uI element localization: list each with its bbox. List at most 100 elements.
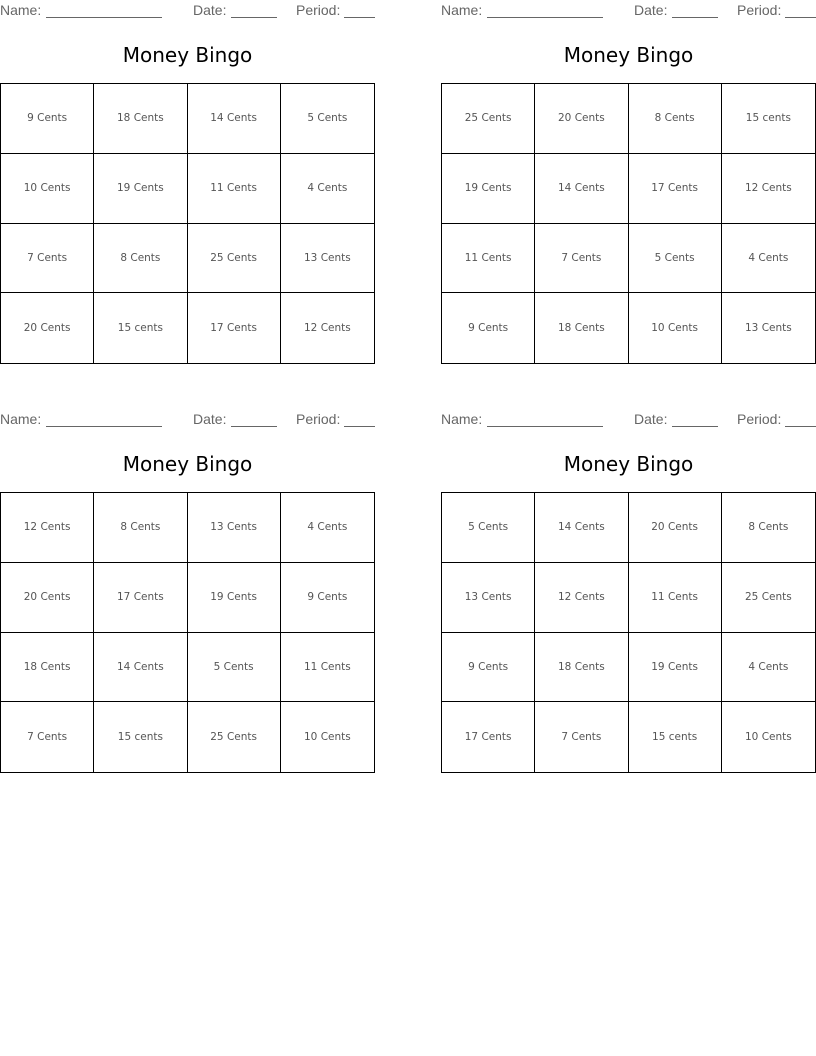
bingo-cell: 9 Cents: [442, 632, 536, 703]
bingo-cell: 18 Cents: [94, 84, 188, 154]
bingo-cell: 10 Cents: [745, 731, 792, 744]
name-blank: [487, 17, 603, 18]
period-blank: [785, 426, 816, 427]
bingo-cell: 19 Cents: [187, 562, 281, 633]
bingo-cell: 20 Cents: [1, 562, 95, 633]
bingo-cell: 13 Cents: [442, 562, 536, 633]
bingo-cell: 11 Cents: [187, 153, 281, 224]
bingo-cell: 25 Cents: [188, 702, 281, 772]
date-blank: [672, 426, 718, 427]
name-label: Name:: [0, 2, 42, 18]
bingo-grid: 9 Cents 18 Cents 14 Cents 5 Cents 10 Cents 19…: [0, 83, 375, 364]
bingo-cell: 5 Cents: [280, 84, 374, 154]
bingo-cell: 7 Cents: [535, 702, 629, 772]
period-blank: [785, 17, 816, 18]
bingo-cell: 25 Cents: [187, 223, 281, 294]
bingo-cell: 20 Cents: [535, 84, 629, 154]
bingo-cell: 14 Cents: [535, 493, 629, 563]
bingo-cell: 11 Cents: [442, 223, 536, 294]
bingo-cell: 17 Cents: [94, 562, 188, 633]
bingo-cell: 14 Cents: [187, 84, 281, 154]
bingo-cell: 14 Cents: [535, 153, 629, 224]
bingo-cell: 7 Cents: [1, 223, 95, 294]
bingo-cell: 19 Cents: [94, 153, 188, 224]
bingo-cell: 17 Cents: [628, 153, 722, 224]
bingo-cell: 5 Cents: [442, 493, 536, 563]
period-label: Period:: [296, 2, 341, 18]
period-blank: [344, 17, 375, 18]
student-info-header: Name: Date: Period:: [0, 409, 375, 429]
bingo-cell: 15 cents: [721, 84, 815, 154]
name-blank: [46, 426, 162, 427]
bingo-cell: 14 Cents: [94, 632, 188, 703]
bingo-cell: 7 Cents: [535, 223, 629, 294]
card-title: Money Bingo: [563, 452, 694, 476]
bingo-cell: 25 Cents: [442, 84, 536, 154]
date-blank: [231, 17, 277, 18]
period-blank: [344, 426, 375, 427]
date-label: Date:: [193, 2, 227, 18]
bingo-cell: 9 Cents: [280, 563, 374, 633]
period-label: Period:: [737, 411, 782, 427]
bingo-cell: 18 Cents: [535, 632, 629, 703]
card-title: Money Bingo: [122, 43, 253, 67]
bingo-cell: 10 Cents: [304, 731, 351, 744]
name-blank: [487, 426, 603, 427]
name-label: Name:: [441, 2, 483, 18]
bingo-cell: 9 Cents: [1, 84, 95, 154]
bingo-cell: 13 Cents: [745, 322, 792, 335]
name-blank: [46, 17, 162, 18]
bingo-cell: 7 Cents: [1, 702, 95, 772]
bingo-grid: 25 Cents 20 Cents 8 Cents 15 cents 19 Cents 1…: [441, 83, 816, 364]
period-label: Period:: [737, 2, 782, 18]
bingo-cell: 4 Cents: [721, 224, 815, 294]
bingo-cell: 20 Cents: [1, 293, 95, 363]
bingo-cell: 13 Cents: [187, 493, 281, 563]
name-label: Name:: [441, 411, 483, 427]
bingo-cell: 20 Cents: [628, 493, 722, 563]
bingo-cell: 15 cents: [94, 293, 188, 363]
bingo-cell: 5 Cents: [628, 223, 722, 294]
name-label: Name:: [0, 411, 42, 427]
bingo-cell: 10 Cents: [629, 293, 722, 363]
bingo-cell: 8 Cents: [628, 84, 722, 154]
bingo-cell: 19 Cents: [628, 632, 722, 703]
bingo-cell: 12 Cents: [1, 493, 95, 563]
bingo-cell: 8 Cents: [94, 223, 188, 294]
bingo-cell: 17 Cents: [442, 702, 536, 772]
bingo-cell: 12 Cents: [721, 154, 815, 224]
bingo-cell: 18 Cents: [1, 632, 95, 703]
bingo-cell: 8 Cents: [94, 493, 188, 563]
student-info-header: Name: Date: Period:: [441, 0, 816, 20]
bingo-cell: 11 Cents: [628, 562, 722, 633]
bingo-cell: 13 Cents: [280, 224, 374, 294]
bingo-cell: 12 Cents: [304, 322, 351, 335]
card-title: Money Bingo: [122, 452, 253, 476]
bingo-grid: 12 Cents 8 Cents 13 Cents 4 Cents 20 Cents 17…: [0, 492, 375, 773]
bingo-cell: 18 Cents: [535, 293, 629, 363]
bingo-cell: 25 Cents: [721, 563, 815, 633]
student-info-header: Name: Date: Period:: [0, 0, 375, 20]
bingo-cell: 17 Cents: [188, 293, 281, 363]
date-label: Date:: [193, 411, 227, 427]
bingo-cell: 11 Cents: [280, 633, 374, 703]
date-blank: [672, 17, 718, 18]
date-blank: [231, 426, 277, 427]
bingo-grid: 5 Cents 14 Cents 20 Cents 8 Cents 13 Cents 12…: [441, 492, 816, 773]
bingo-cell: 10 Cents: [1, 153, 95, 224]
bingo-cell: 4 Cents: [280, 493, 374, 563]
bingo-cell: 15 cents: [94, 702, 188, 772]
bingo-cell: 9 Cents: [442, 293, 536, 363]
card-title: Money Bingo: [563, 43, 694, 67]
bingo-cell: 12 Cents: [535, 562, 629, 633]
period-label: Period:: [296, 411, 341, 427]
bingo-cell: 15 cents: [629, 702, 722, 772]
date-label: Date:: [634, 2, 668, 18]
student-info-header: Name: Date: Period:: [441, 409, 816, 429]
bingo-cell: 19 Cents: [442, 153, 536, 224]
bingo-cell: 5 Cents: [187, 632, 281, 703]
bingo-cell: 4 Cents: [280, 154, 374, 224]
bingo-cell: 4 Cents: [721, 633, 815, 703]
bingo-cell: 8 Cents: [721, 493, 815, 563]
date-label: Date:: [634, 411, 668, 427]
